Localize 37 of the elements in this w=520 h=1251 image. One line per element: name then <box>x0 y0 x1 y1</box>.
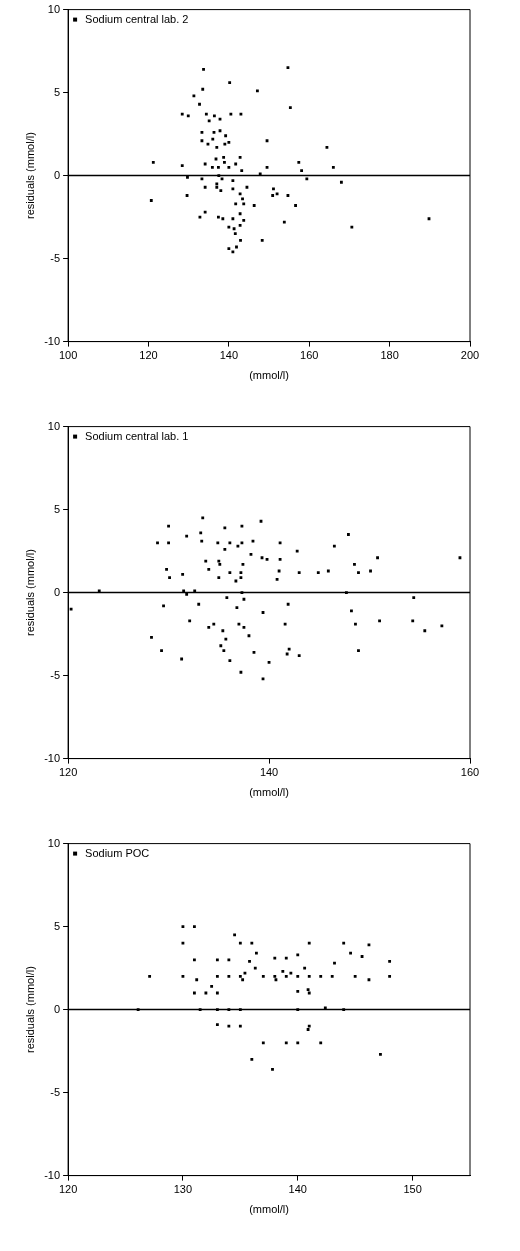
x-tick-label: 140 <box>259 766 279 779</box>
legend-label: Sodium central lab. 2 <box>85 12 189 25</box>
x-tick-label: 140 <box>219 349 239 362</box>
x-axis-title: (mmol/l) <box>249 1203 289 1216</box>
x-axis-title: (mmol/l) <box>249 369 289 382</box>
y-tick-label: 0 <box>53 1002 61 1015</box>
x-tick-label: 100 <box>58 349 78 362</box>
y-tick-label: 10 <box>47 2 61 15</box>
x-tick-label: 200 <box>460 349 480 362</box>
y-tick-label: 0 <box>53 585 61 598</box>
y-tick-label: -5 <box>50 251 61 264</box>
y-axis-title: residuals (mmol/l) <box>23 549 36 636</box>
x-tick-label: 160 <box>300 349 319 362</box>
x-tick-label: 120 <box>139 349 158 362</box>
y-axis-title: residuals (mmol/l) <box>23 966 36 1053</box>
y-axis-title: residuals (mmol/l) <box>23 132 36 219</box>
x-axis-title: (mmol/l) <box>249 786 289 799</box>
y-tick-label: 5 <box>53 85 61 98</box>
legend-label: Sodium POC <box>85 846 150 859</box>
x-tick-label: 120 <box>58 1183 78 1196</box>
x-tick-label: 120 <box>58 766 78 779</box>
y-tick-label: -10 <box>44 334 61 347</box>
x-tick-label: 140 <box>288 1183 307 1196</box>
legend-label: Sodium central lab. 1 <box>85 429 189 442</box>
y-tick-label: 5 <box>53 502 61 515</box>
x-tick-label: 180 <box>380 349 399 362</box>
y-tick-label: -10 <box>44 751 61 764</box>
y-tick-label: -10 <box>44 1168 61 1181</box>
y-tick-label: -5 <box>50 668 61 681</box>
y-tick-label: 0 <box>53 168 61 181</box>
y-tick-label: 10 <box>47 836 61 849</box>
x-tick-label: 160 <box>460 766 480 779</box>
y-tick-label: 10 <box>47 419 61 432</box>
x-tick-label: 130 <box>173 1183 193 1196</box>
y-tick-label: -5 <box>50 1085 61 1098</box>
x-tick-label: 150 <box>403 1183 422 1196</box>
y-tick-label: 5 <box>53 919 61 932</box>
